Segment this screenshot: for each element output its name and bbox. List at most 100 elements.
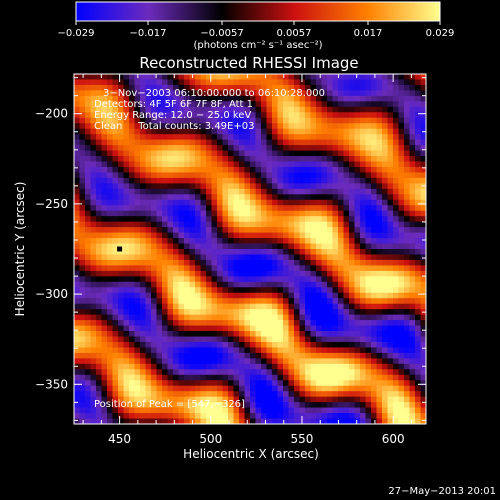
heatmap-cell [266, 325, 273, 332]
heatmap-cell [222, 134, 229, 141]
heatmap-cell [140, 188, 146, 195]
heatmap-cell [74, 336, 80, 343]
heatmap-cell [283, 177, 289, 184]
heatmap-cell [228, 309, 234, 316]
heatmap-cell [415, 320, 421, 326]
heatmap-cell [365, 216, 372, 223]
heatmap-cell [239, 145, 245, 151]
heatmap-cell [178, 249, 185, 255]
heatmap-cell [200, 139, 207, 146]
heatmap-cell [156, 221, 163, 228]
heatmap-cell [272, 413, 278, 419]
heatmap-cell [217, 292, 223, 299]
heatmap-cell [151, 385, 157, 392]
heatmap-cell [387, 216, 394, 223]
heatmap-cell [211, 292, 218, 299]
heatmap-cell [316, 303, 322, 310]
heatmap-cell [398, 380, 405, 387]
heatmap-cell [118, 139, 124, 146]
heatmap-cell [321, 270, 328, 277]
heatmap-cell [338, 216, 344, 223]
heatmap-cell [277, 101, 284, 108]
heatmap-cell [409, 298, 416, 305]
footer-date: 27−May−2013 20:01 [388, 486, 496, 497]
heatmap-cell [200, 150, 207, 157]
heatmap-cell [409, 177, 416, 184]
heatmap-cell [112, 166, 119, 173]
heatmap-cell [349, 188, 355, 195]
heatmap-cell [189, 90, 196, 97]
heatmap-cell [217, 101, 223, 108]
heatmap-cell [360, 407, 366, 414]
heatmap-cell [211, 341, 218, 348]
heatmap-cell [261, 314, 267, 321]
heatmap-cell [288, 314, 295, 321]
heatmap-cell [184, 270, 190, 277]
heatmap-cell [233, 216, 240, 223]
heatmap-cell [211, 199, 218, 206]
heatmap-cell [129, 320, 135, 326]
heatmap-cell [316, 259, 322, 266]
heatmap-cell [189, 369, 196, 376]
heatmap-cell [327, 123, 333, 130]
heatmap-cell [387, 303, 394, 310]
heatmap-cell [404, 177, 410, 184]
heatmap-cell [178, 254, 185, 261]
heatmap-cell [233, 413, 240, 419]
heatmap-cell [365, 150, 372, 157]
heatmap-cell [134, 145, 141, 151]
heatmap-cell [145, 303, 152, 310]
heatmap-cell [360, 303, 366, 310]
heatmap-cell [382, 292, 388, 299]
heatmap-cell [409, 418, 416, 425]
heatmap-cell [387, 128, 394, 135]
heatmap-cell [217, 407, 223, 414]
heatmap-cell [327, 194, 333, 201]
heatmap-cell [129, 156, 135, 162]
heatmap-cell [129, 194, 135, 201]
heatmap-cell [343, 358, 350, 365]
heatmap-cell [261, 123, 267, 130]
heatmap-cell [261, 216, 267, 223]
heatmap-cell [167, 128, 174, 135]
heatmap-cell [398, 325, 405, 332]
heatmap-cell [112, 156, 119, 162]
heatmap-cell [74, 232, 80, 239]
heatmap-cell [365, 347, 372, 354]
heatmap-cell [299, 358, 306, 365]
heatmap-cell [200, 128, 207, 135]
heatmap-cell [184, 238, 190, 244]
heatmap-cell [239, 298, 245, 305]
heatmap-cell [151, 309, 157, 316]
heatmap-cell [398, 205, 405, 212]
heatmap-cell [79, 352, 86, 359]
heatmap-cell [305, 281, 311, 288]
heatmap-cell [118, 369, 124, 376]
heatmap-cell [145, 166, 152, 173]
heatmap-cell [151, 238, 157, 244]
heatmap-cell [178, 418, 185, 425]
heatmap-cell [376, 292, 383, 299]
heatmap-cell [173, 374, 179, 381]
heatmap-cell [189, 161, 196, 168]
heatmap-cell [420, 134, 427, 141]
y-tick-label: −350 [35, 377, 68, 391]
heatmap-cell [354, 199, 361, 206]
heatmap-cell [266, 232, 273, 239]
heatmap-cell [200, 156, 207, 162]
heatmap-cell [420, 216, 427, 223]
heatmap-cell [294, 95, 300, 102]
heatmap-cell [288, 341, 295, 348]
heatmap-cell [162, 150, 168, 157]
heatmap-cell [398, 287, 405, 294]
heatmap-cell [272, 418, 278, 425]
heatmap-cell [409, 123, 416, 130]
heatmap-cell [239, 391, 245, 398]
heatmap-cell [371, 347, 377, 354]
heatmap-cell [420, 385, 427, 392]
heatmap-cell [228, 265, 234, 272]
heatmap-cell [184, 221, 190, 228]
heatmap-cell [404, 74, 410, 80]
heatmap-cell [420, 221, 427, 228]
heatmap-cell [415, 358, 421, 365]
